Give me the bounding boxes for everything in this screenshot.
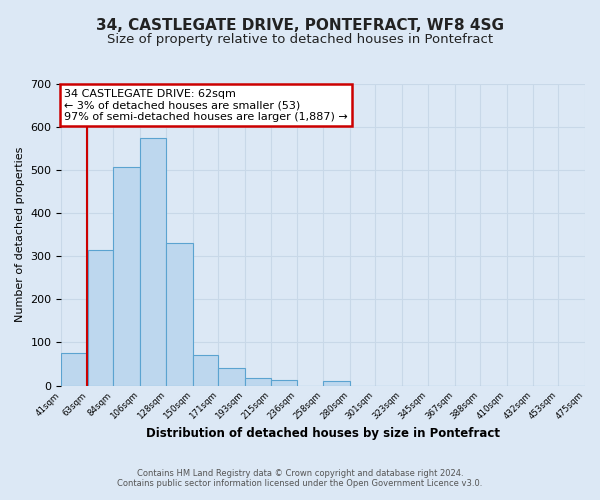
Bar <box>113 167 140 386</box>
Bar <box>140 138 166 386</box>
Bar <box>166 244 193 386</box>
Text: Size of property relative to detached houses in Pontefract: Size of property relative to detached ho… <box>107 32 493 46</box>
Bar <box>61 353 88 386</box>
Text: Contains HM Land Registry data © Crown copyright and database right 2024.: Contains HM Land Registry data © Crown c… <box>137 468 463 477</box>
Bar <box>271 380 296 386</box>
Bar <box>193 356 218 386</box>
Text: 34, CASTLEGATE DRIVE, PONTEFRACT, WF8 4SG: 34, CASTLEGATE DRIVE, PONTEFRACT, WF8 4S… <box>96 18 504 32</box>
Y-axis label: Number of detached properties: Number of detached properties <box>15 147 25 322</box>
Text: 34 CASTLEGATE DRIVE: 62sqm
← 3% of detached houses are smaller (53)
97% of semi-: 34 CASTLEGATE DRIVE: 62sqm ← 3% of detac… <box>64 88 348 122</box>
Bar <box>88 250 113 386</box>
Text: Contains public sector information licensed under the Open Government Licence v3: Contains public sector information licen… <box>118 478 482 488</box>
Bar <box>245 378 271 386</box>
X-axis label: Distribution of detached houses by size in Pontefract: Distribution of detached houses by size … <box>146 427 500 440</box>
Bar <box>218 368 245 386</box>
Bar <box>323 382 350 386</box>
